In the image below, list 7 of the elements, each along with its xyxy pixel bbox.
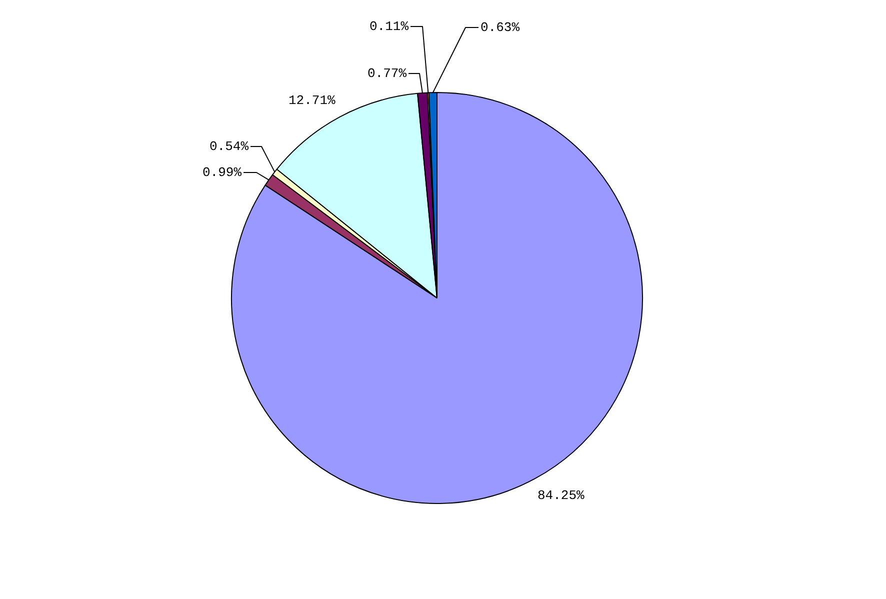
data-label: 12.71% (288, 93, 336, 108)
data-label: 0.54% (209, 139, 249, 154)
data-label: 0.77% (367, 66, 407, 81)
data-label: 0.63% (480, 20, 520, 35)
data-label: 84.25% (538, 488, 585, 503)
data-label: 0.11% (369, 19, 409, 34)
data-label: 0.99% (202, 165, 242, 180)
